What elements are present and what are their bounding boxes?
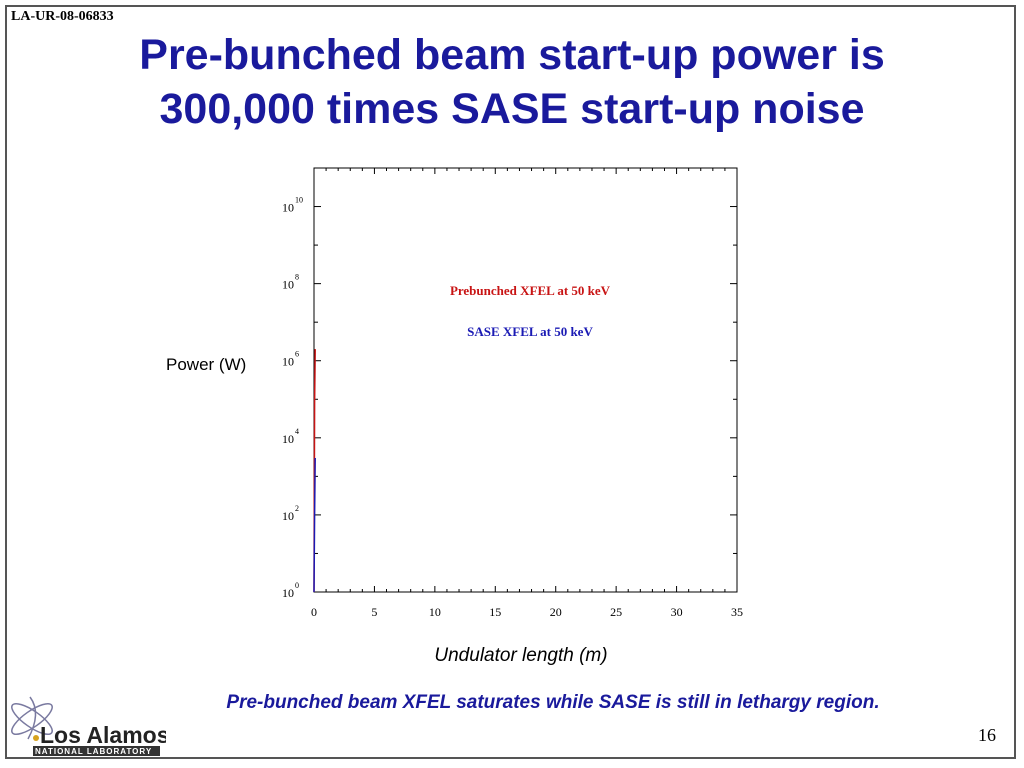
- y-tick-label: 10: [282, 201, 294, 215]
- slide-title: Pre-bunched beam start-up power is 300,0…: [0, 28, 1024, 136]
- y-tick-exponent: 0: [295, 581, 299, 590]
- atom-icon: [11, 696, 53, 741]
- y-axis-label: Power (W): [166, 355, 247, 374]
- logo-subtitle: NATIONAL LABORATORY: [35, 747, 152, 756]
- y-tick-label: 10: [282, 355, 294, 369]
- x-tick-label: 10: [429, 605, 441, 619]
- page-number: 16: [978, 725, 996, 745]
- x-tick-label: 25: [610, 605, 622, 619]
- x-tick-label: 20: [550, 605, 562, 619]
- y-tick-label: 10: [282, 586, 294, 600]
- legend-label-1: Prebunched XFEL at 50 keV: [450, 283, 611, 298]
- x-tick-label: 0: [311, 605, 317, 619]
- y-tick-exponent: 2: [295, 504, 299, 513]
- y-tick-label: 10: [282, 278, 294, 292]
- title-line-1: Pre-bunched beam start-up power is: [139, 31, 885, 79]
- y-tick-exponent: 8: [295, 273, 299, 282]
- slide-frame: [5, 5, 1016, 759]
- title-line-2: 300,000 times SASE start-up noise: [159, 85, 865, 133]
- y-tick-label: 10: [282, 509, 294, 523]
- y-tick-exponent: 4: [295, 427, 299, 436]
- logo-name: Los Alamos: [40, 722, 166, 748]
- series-line-2: [313, 457, 316, 593]
- document-id: LA-UR-08-06833: [11, 9, 114, 24]
- plot-frame: [313, 167, 738, 593]
- y-tick-exponent: 6: [295, 350, 299, 359]
- x-tick-label: 35: [731, 605, 743, 619]
- x-tick-label: 15: [489, 605, 501, 619]
- y-tick-exponent: 10: [295, 196, 303, 205]
- y-tick-label: 10: [282, 432, 294, 446]
- x-tick-label: 5: [371, 605, 377, 619]
- legend-label-2: SASE XFEL at 50 keV: [467, 324, 593, 339]
- x-axis-label: Undulator length (m): [434, 645, 608, 666]
- x-tick-label: 30: [671, 605, 683, 619]
- caption: Pre-bunched beam XFEL saturates while SA…: [226, 692, 880, 713]
- los-alamos-logo: Los Alamos NATIONAL LABORATORY: [11, 696, 166, 756]
